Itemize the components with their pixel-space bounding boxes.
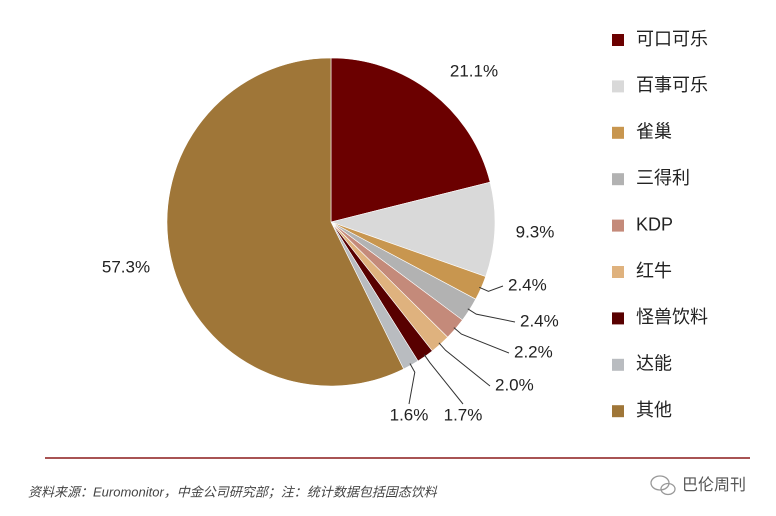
pie-slice [330, 57, 491, 223]
legend-swatch [612, 126, 624, 139]
legend-swatch [612, 219, 624, 232]
data-label: 1.7% [444, 405, 483, 424]
data-label: 21.1% [450, 61, 498, 80]
leader-line [453, 327, 510, 354]
leader-line [438, 342, 491, 387]
leader-line [479, 285, 504, 292]
legend-swatch [612, 405, 624, 418]
data-label: 2.4% [508, 275, 547, 294]
leader-line [467, 308, 516, 323]
watermark: 巴伦周刊 [682, 476, 746, 494]
legend-label: KDP [636, 214, 673, 234]
legend-swatch [612, 266, 624, 278]
legend-swatch [612, 34, 624, 46]
data-label: 1.6% [390, 405, 429, 424]
legend-label: 红牛 [636, 261, 672, 281]
data-label: 2.0% [495, 375, 534, 394]
legend-swatch [612, 173, 624, 186]
legend-swatch [612, 312, 624, 325]
watermark-icon [650, 475, 676, 496]
pie-slice [329, 181, 496, 277]
legend-label: 百事可乐 [636, 75, 708, 95]
legend-label: 其他 [636, 400, 672, 420]
legend-swatch [612, 80, 624, 93]
legend-label: 雀巢 [636, 122, 672, 142]
legend-label: 达能 [636, 354, 672, 374]
data-label: 2.4% [520, 311, 559, 330]
pie-slice [166, 57, 405, 387]
legend-label: 三得利 [636, 168, 690, 188]
legend-label: 怪兽饮料 [636, 307, 708, 327]
legend-swatch [612, 358, 624, 371]
legend-label: 可口可乐 [636, 29, 708, 49]
data-label: 57.3% [102, 257, 150, 276]
leader-line [423, 354, 464, 405]
data-label: 2.2% [514, 342, 553, 361]
leader-line [408, 363, 416, 405]
source-note: 资料来源：Euromonitor，中金公司研究部；注：统计数据包括固态饮料 [28, 484, 438, 499]
data-label: 9.3% [516, 222, 555, 241]
